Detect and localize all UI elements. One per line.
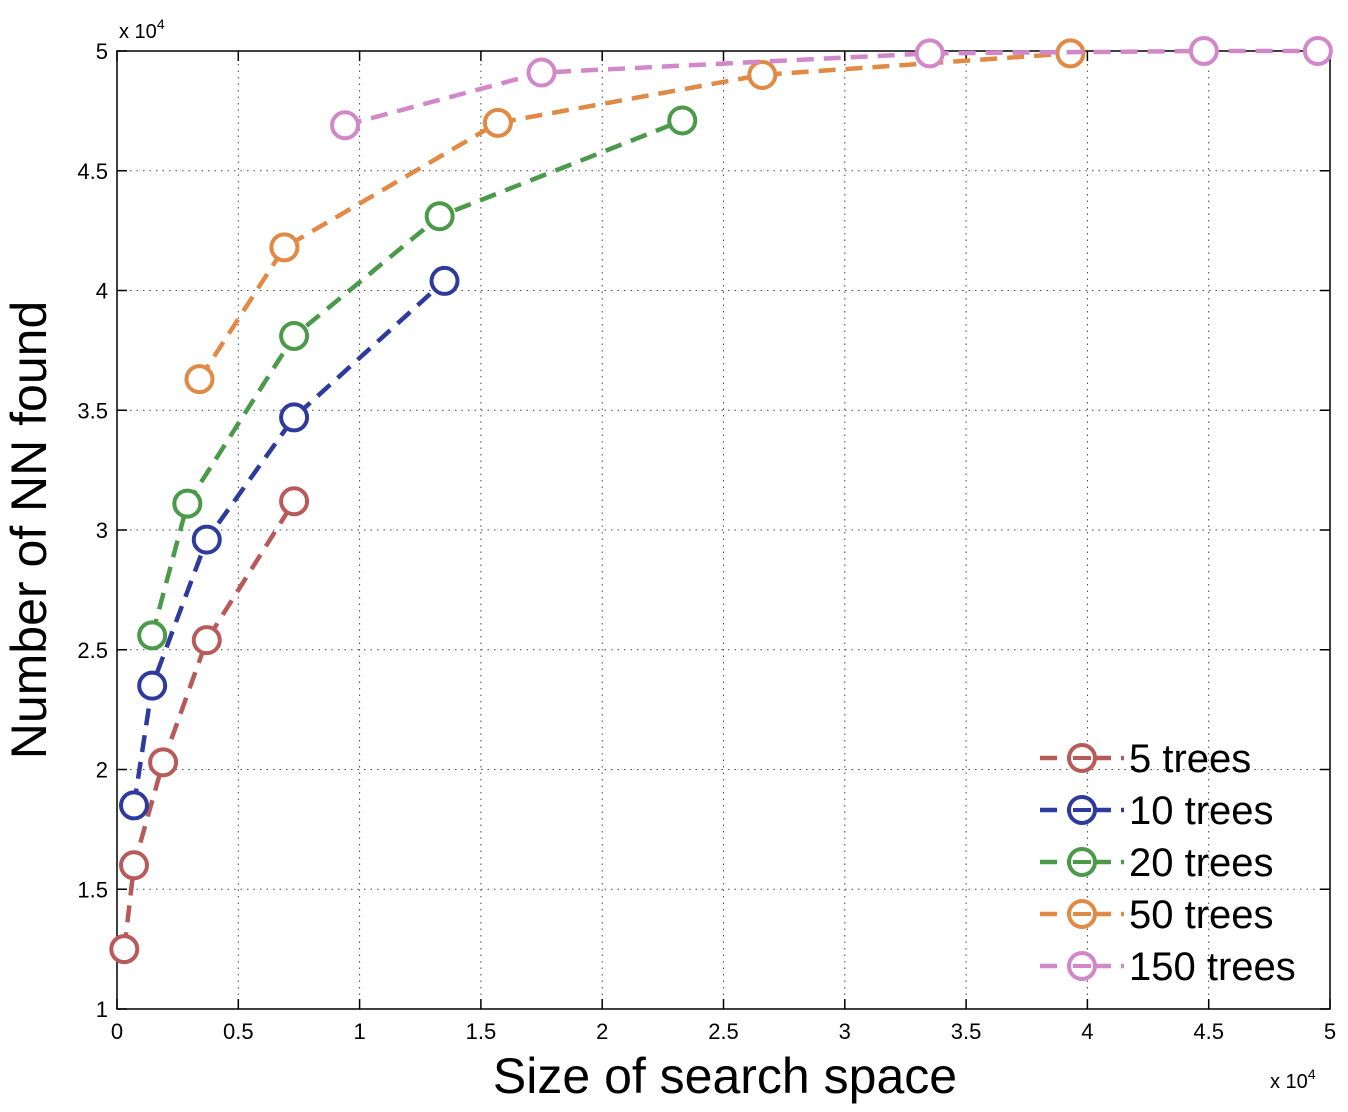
y-tick-label: 2 [96, 758, 108, 783]
data-point-marker [148, 747, 179, 778]
legend: 5 trees 10 trees 20 trees 50 trees 150 trees [1040, 737, 1296, 989]
data-point-marker [109, 934, 140, 965]
data-point-marker [184, 364, 215, 395]
data-point-marker [747, 59, 778, 90]
data-point-marker [191, 625, 222, 656]
data-point-marker [482, 107, 513, 138]
series-line [131, 279, 447, 806]
x-tick-label: 4 [1081, 1019, 1093, 1044]
x-tick-label: 4.5 [1193, 1019, 1224, 1044]
y-tick-label: 1 [96, 997, 108, 1022]
data-point-marker [1302, 36, 1333, 66]
data-point-marker [526, 57, 557, 88]
legend-item: 50 trees [1040, 893, 1274, 937]
data-point-marker [137, 670, 168, 701]
x-axis-label: Size of search space [493, 1048, 957, 1104]
data-point-marker [137, 620, 168, 651]
series-3 [137, 105, 698, 651]
x-tick-label: 2 [596, 1019, 608, 1044]
data-point-marker [914, 38, 945, 69]
series-line [122, 500, 297, 950]
legend-label: 5 trees [1129, 737, 1251, 781]
y-tick-label: 4.5 [77, 159, 108, 184]
data-point-marker [429, 265, 460, 296]
y-tick-label: 4 [96, 279, 108, 304]
data-point-marker [424, 201, 455, 232]
data-point-marker [118, 850, 149, 881]
x-tick-label: 3 [839, 1019, 851, 1044]
legend-item: 150 trees [1040, 945, 1296, 989]
data-point-marker [330, 110, 361, 141]
legend-label: 10 trees [1129, 789, 1274, 833]
x-tick-label: 5 [1324, 1019, 1336, 1044]
data-point-marker [269, 232, 300, 263]
series-line [197, 51, 1071, 381]
data-series [109, 36, 1333, 965]
axis-ticks: 0 0.5 1 1.5 2 2.5 3 3.5 4 4.5 5 1 1.5 2 2.5 3 3.5 4 4.5 5 [77, 39, 1336, 1044]
legend-label: 150 trees [1129, 945, 1296, 989]
y-tick-label: 2.5 [77, 638, 108, 663]
x-multiplier: x 104 [1270, 1066, 1316, 1093]
y-tick-label: 1.5 [77, 877, 108, 902]
x-tick-label: 1.5 [466, 1019, 497, 1044]
y-tick-label: 3.5 [77, 398, 108, 423]
series-4 [184, 38, 1086, 395]
data-point-marker [279, 486, 310, 517]
data-point-marker [1188, 36, 1219, 66]
legend-item: 5 trees [1040, 737, 1251, 781]
data-point-marker [667, 105, 698, 136]
x-tick-label: 0 [111, 1019, 123, 1044]
data-point-marker [191, 524, 222, 555]
y-tick-label: 5 [96, 39, 108, 64]
legend-item: 20 trees [1040, 841, 1274, 885]
y-axis-label: Number of NN found [1, 301, 57, 760]
data-point-marker [118, 790, 149, 821]
legend-label: 20 trees [1129, 841, 1274, 885]
series-line [344, 48, 1318, 128]
data-point-marker [279, 321, 310, 352]
x-tick-label: 2.5 [708, 1019, 739, 1044]
series-5 [330, 36, 1333, 141]
x-tick-label: 3.5 [951, 1019, 982, 1044]
series-2 [118, 265, 460, 821]
x-tick-label: 1 [353, 1019, 365, 1044]
series-line [150, 118, 684, 636]
data-point-marker [172, 488, 203, 519]
x-tick-label: 0.5 [223, 1019, 254, 1044]
series-1 [109, 486, 310, 965]
y-multiplier: x 104 [119, 16, 165, 43]
legend-label: 50 trees [1129, 893, 1274, 937]
legend-item: 10 trees [1040, 789, 1274, 833]
data-point-marker [279, 402, 310, 433]
grid-lines [117, 51, 1330, 1009]
y-tick-label: 3 [96, 518, 108, 543]
